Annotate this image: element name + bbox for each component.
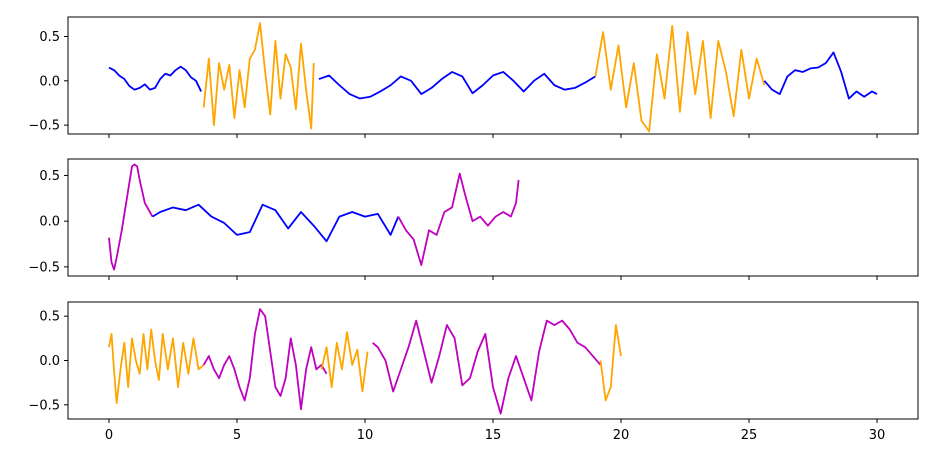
- subplot-2: 0.5 0.0 −0.5: [28, 158, 919, 280]
- y-tick-label: 0.0: [39, 354, 60, 369]
- axes-frame: [67, 158, 919, 277]
- subplot-1: 0.5 0.0 −0.5: [28, 16, 919, 138]
- series-line-3-4: [372, 319, 602, 415]
- series-line-1-2: [202, 22, 315, 130]
- series-line-3-1: [108, 328, 205, 404]
- subplot-3: 0 5 10 15 20 25 30 0.5 0.0 −0.5: [28, 301, 919, 443]
- x-tick-label: 25: [741, 428, 758, 443]
- x-tick-label: 15: [485, 428, 502, 443]
- x-tick-label: 5: [233, 428, 241, 443]
- x-tick-label: 0: [105, 428, 113, 443]
- y-tick-label: −0.5: [28, 119, 60, 134]
- series-line-3-3: [320, 331, 369, 393]
- y-tick-label: 0.5: [39, 169, 60, 184]
- x-tick-label: 20: [613, 428, 630, 443]
- x-tick-label: 30: [869, 428, 886, 443]
- series-line-2-3: [397, 172, 520, 266]
- series-line-3-5: [599, 324, 622, 402]
- y-tick-label: 0.5: [39, 30, 60, 45]
- series-line-1-1: [108, 65, 202, 92]
- axes-frame: [67, 301, 919, 420]
- y-tick-label: −0.5: [28, 260, 60, 275]
- series-line-1-4: [594, 24, 766, 133]
- y-tick-label: −0.5: [28, 398, 60, 413]
- y-tick-label: 0.5: [39, 310, 60, 325]
- series-line-3-2: [202, 308, 328, 411]
- series-line-1-5: [763, 51, 878, 100]
- series-line-1-3: [318, 71, 596, 100]
- series-line-2-2: [152, 203, 400, 243]
- y-tick-label: 0.0: [39, 74, 60, 89]
- y-tick-label: 0.0: [39, 215, 60, 230]
- series-line-2-1: [108, 163, 154, 271]
- x-tick-label: 10: [357, 428, 374, 443]
